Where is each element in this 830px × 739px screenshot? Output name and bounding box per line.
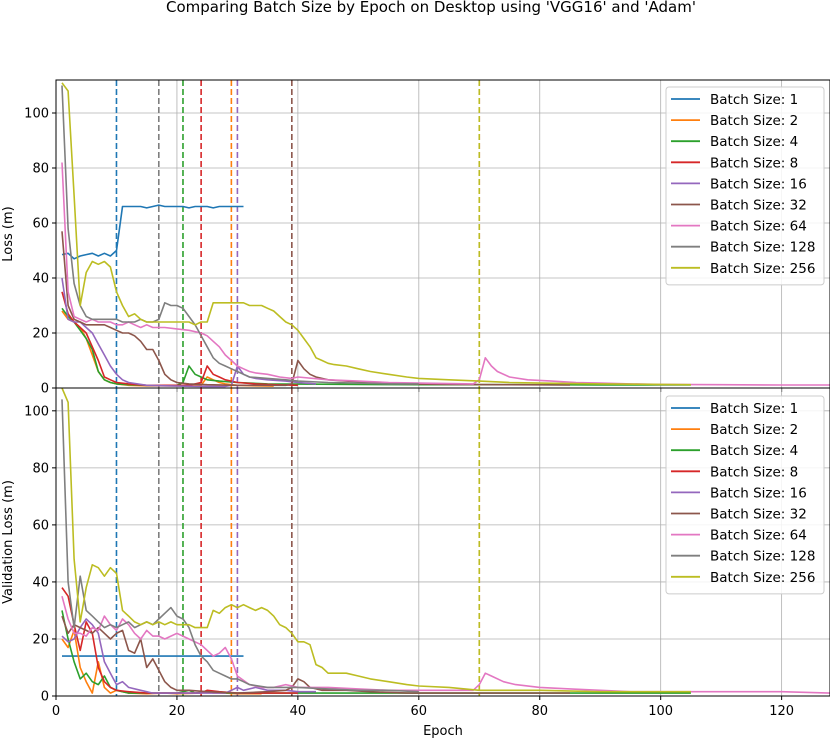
series-line	[61, 82, 691, 386]
y-tick-label: 0	[41, 690, 49, 705]
y-tick-label: 100	[24, 404, 49, 419]
legend-entry: Batch Size: 4	[710, 443, 798, 459]
legend-entry: Batch Size: 2	[710, 113, 798, 129]
series-line	[61, 595, 830, 694]
legend-entry: Batch Size: 128	[710, 549, 815, 565]
y-tick-label: 40	[32, 575, 49, 590]
series-line	[61, 388, 691, 693]
legend-entry: Batch Size: 8	[710, 464, 798, 480]
x-tick-label: 60	[411, 704, 428, 719]
y-tick-label: 100	[24, 107, 49, 122]
series-line	[61, 587, 298, 694]
legend-entry: Batch Size: 4	[710, 134, 798, 150]
y-tick-label: 80	[32, 461, 49, 476]
legend-entry: Batch Size: 256	[710, 570, 815, 586]
legend-box	[665, 395, 825, 595]
x-tick-label: 20	[169, 704, 186, 719]
legend-entry: Batch Size: 1	[710, 401, 798, 417]
y-axis-label: Validation Loss (m)	[1, 480, 16, 604]
series-line	[61, 618, 316, 694]
legend-entry: Batch Size: 1	[710, 92, 798, 108]
legend-entry: Batch Size: 128	[710, 240, 815, 256]
legend-entry: Batch Size: 8	[710, 155, 798, 171]
legend-entry: Batch Size: 32	[710, 198, 807, 214]
series-lines	[61, 388, 830, 695]
legend-entry: Batch Size: 2	[710, 422, 798, 438]
x-tick-label: 0	[52, 704, 60, 719]
y-axis-label: Loss (m)	[1, 206, 16, 261]
series-line	[61, 615, 570, 694]
y-tick-label: 40	[32, 272, 49, 287]
series-line	[61, 162, 830, 386]
x-tick-label: 40	[290, 704, 307, 719]
y-tick-label: 60	[32, 217, 49, 232]
legend-entry: Batch Size: 16	[710, 485, 807, 501]
series-lines	[61, 82, 830, 388]
series-line	[61, 399, 419, 693]
x-tick-label: 80	[531, 704, 548, 719]
x-tick-label: 120	[769, 704, 794, 719]
y-tick-label: 60	[32, 518, 49, 533]
y-tick-label: 80	[32, 162, 49, 177]
figure-title: Comparing Batch Size by Epoch on Desktop…	[166, 0, 696, 16]
legend-entry: Batch Size: 16	[710, 176, 807, 192]
legend-entry: Batch Size: 64	[710, 219, 807, 235]
legend-entry: Batch Size: 64	[710, 528, 807, 544]
axes-frame	[55, 387, 830, 697]
x-axis-label: Epoch	[423, 724, 463, 739]
legend: Batch Size: 1 Batch Size: 2 Batch Size: 4 B…	[665, 86, 825, 286]
x-tick-label: 100	[648, 704, 673, 719]
series-line	[61, 204, 244, 260]
y-tick-label: 0	[41, 382, 49, 397]
chart-panel-bottom: 0 20 40 60 80 100 0 20 40 60 80 100 120 Validation Lo…	[1, 387, 830, 739]
legend: Batch Size: 1 Batch Size: 2 Batch Size: 4 B…	[665, 395, 825, 595]
y-tick-label: 20	[32, 327, 49, 342]
y-tick-label: 20	[32, 632, 49, 647]
legend-box	[665, 86, 825, 286]
legend-entry: Batch Size: 32	[710, 507, 807, 523]
series-line	[61, 85, 419, 385]
legend-entry: Batch Size: 256	[710, 261, 815, 277]
